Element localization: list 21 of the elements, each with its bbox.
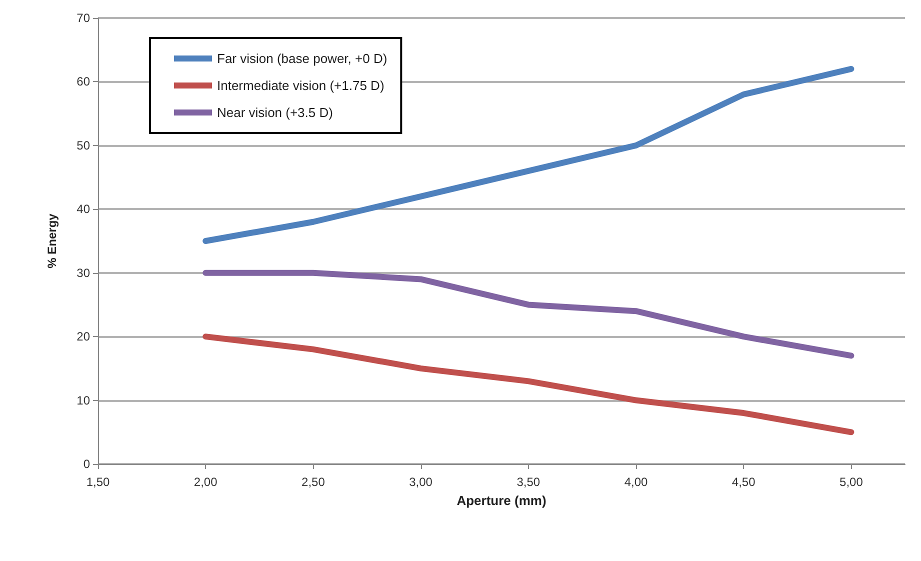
y-tick-label: 10: [76, 393, 90, 408]
x-tick-label: 2,50: [302, 475, 326, 489]
y-tick-label: 30: [76, 266, 90, 280]
x-axis-title: Aperture (mm): [456, 493, 546, 508]
x-tick-label: 3,00: [409, 475, 433, 489]
x-tick-label: 1,50: [86, 475, 110, 489]
x-tick-label: 3,50: [516, 475, 540, 489]
x-tick-label: 5,00: [840, 475, 864, 489]
legend-label: Intermediate vision (+1.75 D): [217, 78, 384, 93]
y-tick-label: 0: [83, 457, 90, 471]
legend-label: Far vision (base power, +0 D): [217, 51, 388, 66]
y-tick-label: 70: [76, 11, 90, 25]
y-tick-label: 40: [76, 202, 90, 216]
x-tick-label: 4,00: [624, 475, 648, 489]
y-tick-label: 20: [76, 330, 90, 344]
x-tick-label: 4,50: [732, 475, 756, 489]
y-tick-label: 50: [76, 138, 90, 152]
legend-label: Near vision (+3.5 D): [217, 105, 333, 120]
y-axis-title: % Energy: [45, 213, 59, 268]
y-tick-label: 60: [76, 74, 90, 89]
x-tick-label: 2,00: [194, 475, 218, 489]
